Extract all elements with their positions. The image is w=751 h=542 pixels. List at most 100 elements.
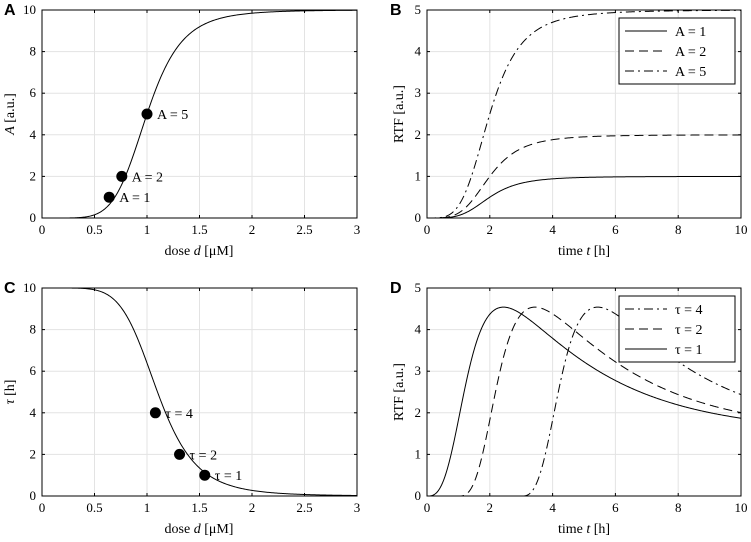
annotated-points: τ = 4 τ = 2 τ = 1 xyxy=(149,407,243,484)
panel-letter-b: B xyxy=(390,2,402,19)
x-tick-label: 2 xyxy=(487,222,494,237)
y-axis-label: RTF [a.u.] xyxy=(392,85,407,143)
y-tick-label: 5 xyxy=(415,2,422,17)
legend: τ = 4 τ = 2 τ = 1 xyxy=(618,295,736,363)
tick-labels: 0 0.5 1 1.5 2 2.5 3 0 2 4 6 8 10 xyxy=(23,280,360,515)
legend-box xyxy=(618,17,736,85)
x-axis-label: time t [h] xyxy=(558,522,610,537)
panel-a: A A = 1 A = 2 A = 5 0 0.5 1 1.5 2 2.5 3 0 2 4 6 8 10 d… xyxy=(3,2,360,259)
y-tick-label: 1 xyxy=(415,168,422,183)
x-tick-label: 0 xyxy=(424,500,431,515)
legend-entry: A = 1 xyxy=(675,25,706,40)
y-tick-label: 3 xyxy=(415,363,422,378)
x-tick-label: 0 xyxy=(424,222,431,237)
y-tick-label: 1 xyxy=(415,446,422,461)
axes-frame xyxy=(426,9,742,219)
point-annotation: A = 5 xyxy=(157,108,188,123)
curves xyxy=(427,9,742,219)
series-line xyxy=(427,134,741,219)
x-tick-label: 4 xyxy=(549,222,556,237)
y-tick-label: 8 xyxy=(30,44,37,59)
x-tick-label: 1.5 xyxy=(191,500,207,515)
y-tick-label: 8 xyxy=(30,322,37,337)
point-annotation: A = 2 xyxy=(132,170,163,185)
x-tick-label: 2 xyxy=(249,222,256,237)
x-tick-label: 1 xyxy=(144,222,151,237)
data-point xyxy=(174,448,186,460)
y-tick-label: 4 xyxy=(415,322,422,337)
y-tick-label: 0 xyxy=(30,488,37,503)
x-tick-label: 8 xyxy=(675,500,682,515)
y-tick-label: 5 xyxy=(415,280,422,295)
point-annotation: τ = 2 xyxy=(190,448,218,463)
data-point xyxy=(103,191,115,203)
x-tick-label: 3 xyxy=(354,222,361,237)
legend-box xyxy=(618,295,736,363)
x-tick-label: 2 xyxy=(249,500,256,515)
tick-labels: 0 0.5 1 1.5 2 2.5 3 0 2 4 6 8 10 xyxy=(23,2,360,237)
series-line xyxy=(427,306,742,497)
tick-labels: 0 2 4 6 8 10 0 1 2 3 4 5 xyxy=(415,2,748,237)
data-point xyxy=(141,108,153,120)
grid xyxy=(41,9,358,219)
y-tick-label: 0 xyxy=(415,488,422,503)
annotated-points: A = 1 A = 2 A = 5 xyxy=(103,108,188,206)
y-tick-label: 2 xyxy=(415,127,422,142)
legend-entry: τ = 2 xyxy=(675,323,703,338)
y-tick-label: 10 xyxy=(23,280,36,295)
data-point xyxy=(116,170,128,182)
x-tick-label: 8 xyxy=(675,222,682,237)
x-tick-label: 0.5 xyxy=(86,500,102,515)
x-tick-label: 0 xyxy=(39,500,46,515)
panel-c: C τ = 4 τ = 2 τ = 1 0 0.5 1 1.5 2 2.5 3 0 2 4 6 8 10 d… xyxy=(3,280,360,537)
y-axis-label: RTF [a.u.] xyxy=(392,363,407,421)
tick-labels: 0 2 4 6 8 10 0 1 2 3 4 5 xyxy=(415,280,748,515)
y-tick-label: 0 xyxy=(30,210,37,225)
x-axis-label: time t [h] xyxy=(558,244,610,259)
legend: A = 1 A = 2 A = 5 xyxy=(618,17,736,85)
x-tick-label: 2.5 xyxy=(296,222,312,237)
x-tick-label: 6 xyxy=(612,500,619,515)
series-line xyxy=(427,175,741,219)
legend-entry: A = 5 xyxy=(675,65,706,80)
y-tick-label: 4 xyxy=(415,44,422,59)
legend-entry: τ = 4 xyxy=(675,303,703,318)
x-tick-label: 1.5 xyxy=(191,222,207,237)
panel-letter-d: D xyxy=(390,280,402,297)
data-point xyxy=(149,407,161,419)
x-tick-label: 0 xyxy=(39,222,46,237)
y-tick-label: 6 xyxy=(30,85,37,100)
x-tick-label: 4 xyxy=(549,500,556,515)
y-tick-label: 10 xyxy=(23,2,36,17)
series-line xyxy=(427,9,742,219)
grid xyxy=(41,287,358,497)
x-tick-label: 2.5 xyxy=(296,500,312,515)
y-axis-label: τ [h] xyxy=(3,380,18,405)
x-axis-label: dose d [μM] xyxy=(165,244,234,259)
y-tick-label: 3 xyxy=(415,85,422,100)
point-annotation: τ = 4 xyxy=(165,407,193,422)
y-tick-label: 0 xyxy=(415,210,422,225)
y-tick-label: 2 xyxy=(415,405,422,420)
x-tick-label: 1 xyxy=(144,500,151,515)
x-tick-label: 10 xyxy=(735,222,748,237)
data-point xyxy=(199,469,211,481)
y-tick-label: 6 xyxy=(30,363,37,378)
panel-d: D 0 2 4 6 8 10 0 1 2 3 4 5 τ = 4 τ = 2 τ = 1 time t [… xyxy=(390,280,748,537)
point-annotation: τ = 1 xyxy=(215,469,243,484)
y-tick-label: 4 xyxy=(30,127,37,142)
legend-entry: A = 2 xyxy=(675,45,706,60)
series-line xyxy=(427,306,742,497)
x-tick-label: 10 xyxy=(735,500,748,515)
axes-frame xyxy=(426,287,742,497)
y-tick-label: 2 xyxy=(30,446,37,461)
panel-letter-a: A xyxy=(4,2,16,19)
y-tick-label: 2 xyxy=(30,168,37,183)
point-annotation: A = 1 xyxy=(119,191,150,206)
x-tick-label: 2 xyxy=(487,500,494,515)
x-tick-label: 3 xyxy=(354,500,361,515)
legend-entry: τ = 1 xyxy=(675,343,703,358)
x-tick-label: 0.5 xyxy=(86,222,102,237)
y-axis-label: A [a.u.] xyxy=(3,93,18,136)
